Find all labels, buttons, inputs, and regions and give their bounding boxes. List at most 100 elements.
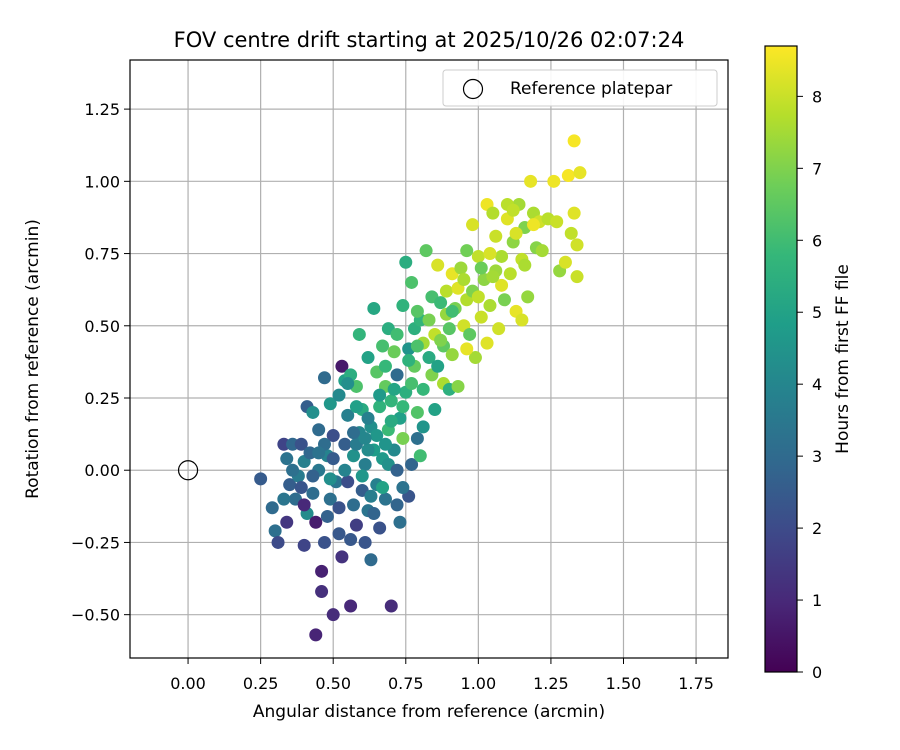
data-point: [341, 377, 355, 391]
data-point: [468, 351, 482, 365]
data-point: [405, 457, 419, 471]
data-point: [309, 515, 323, 529]
data-point: [332, 527, 346, 541]
data-point: [268, 524, 282, 538]
data-point: [495, 249, 509, 263]
data-point: [410, 431, 424, 445]
data-point: [390, 327, 404, 341]
x-tick-label: 1.50: [606, 674, 642, 693]
colorbar-tick-label: 1: [812, 591, 822, 610]
data-point: [573, 166, 587, 180]
data-point: [393, 515, 407, 529]
data-point: [378, 492, 392, 506]
data-point: [460, 244, 474, 258]
data-point: [492, 322, 506, 336]
data-point: [564, 226, 578, 240]
data-point: [405, 275, 419, 289]
data-point: [349, 518, 363, 532]
data-point: [567, 206, 581, 220]
colorbar-tick-label: 0: [812, 663, 822, 682]
x-tick-label: 0.50: [315, 674, 351, 693]
data-point: [454, 261, 468, 275]
colorbar-tick-label: 2: [812, 519, 822, 538]
data-point: [486, 206, 500, 220]
data-point: [341, 408, 355, 422]
data-point: [422, 313, 436, 327]
y-axis-label: Rotation from reference (arcmin): [23, 219, 43, 499]
data-point: [439, 284, 453, 298]
data-point: [410, 405, 424, 419]
data-point: [297, 498, 311, 512]
x-axis-label: Angular distance from reference (arcmin): [253, 702, 605, 722]
data-point: [390, 463, 404, 477]
data-point: [323, 472, 337, 486]
data-point: [358, 431, 372, 445]
data-point: [416, 382, 430, 396]
data-point: [431, 359, 445, 373]
data-point: [503, 267, 517, 281]
data-point: [283, 478, 297, 492]
data-point: [347, 426, 361, 440]
x-tick-label: 0.75: [388, 674, 424, 693]
data-point: [466, 218, 480, 232]
data-point: [561, 169, 575, 183]
data-point: [384, 414, 398, 428]
data-point: [390, 498, 404, 512]
data-point: [306, 469, 320, 483]
data-point: [428, 403, 442, 417]
data-point: [358, 457, 372, 471]
data-point: [489, 229, 503, 243]
data-point: [338, 463, 352, 477]
data-point: [344, 599, 358, 613]
data-point: [396, 400, 410, 414]
data-point: [570, 238, 584, 252]
data-point: [335, 550, 349, 564]
x-tick-label: 0.25: [243, 674, 279, 693]
data-point: [312, 446, 326, 460]
data-point: [474, 310, 488, 324]
data-point: [495, 278, 509, 292]
chart-title: FOV centre drift starting at 2025/10/26 …: [174, 28, 685, 52]
colorbar-tick-label: 6: [812, 231, 822, 250]
plot-frame: [129, 59, 729, 659]
data-point: [387, 345, 401, 359]
data-point: [483, 247, 497, 261]
legend-marker-icon: [462, 78, 484, 100]
data-point: [358, 535, 372, 549]
data-point: [416, 420, 430, 434]
y-tick-label: 0.50: [84, 317, 120, 336]
legend-label: Reference platepar: [510, 79, 672, 99]
data-point: [309, 628, 323, 642]
data-point: [524, 174, 538, 188]
reference-platepar-marker: [177, 460, 199, 481]
data-point: [474, 261, 488, 275]
data-point: [550, 215, 564, 229]
data-point: [396, 481, 410, 495]
data-point: [422, 351, 436, 365]
data-point: [376, 481, 390, 495]
data-point: [364, 489, 378, 503]
data-point: [280, 452, 294, 466]
data-point: [317, 371, 331, 385]
data-point: [463, 327, 477, 341]
data-point: [312, 423, 326, 437]
data-point: [378, 437, 392, 451]
data-point: [376, 339, 390, 353]
data-point: [442, 322, 456, 336]
data-point: [410, 304, 424, 318]
data-point: [341, 475, 355, 489]
data-point: [355, 469, 369, 483]
data-point: [396, 431, 410, 445]
data-point: [509, 226, 523, 240]
data-point: [286, 463, 300, 477]
data-point: [445, 348, 459, 362]
data-point: [451, 379, 465, 393]
data-point: [471, 290, 485, 304]
data-point: [320, 509, 334, 523]
data-point: [527, 218, 541, 232]
data-point: [326, 452, 340, 466]
data-point: [518, 258, 532, 272]
data-point: [370, 429, 384, 443]
y-axis-ticks: −0.50 −0.25 0.00 0.25 0.50 0.75 1.00 1.25: [71, 100, 130, 625]
data-point: [387, 382, 401, 396]
